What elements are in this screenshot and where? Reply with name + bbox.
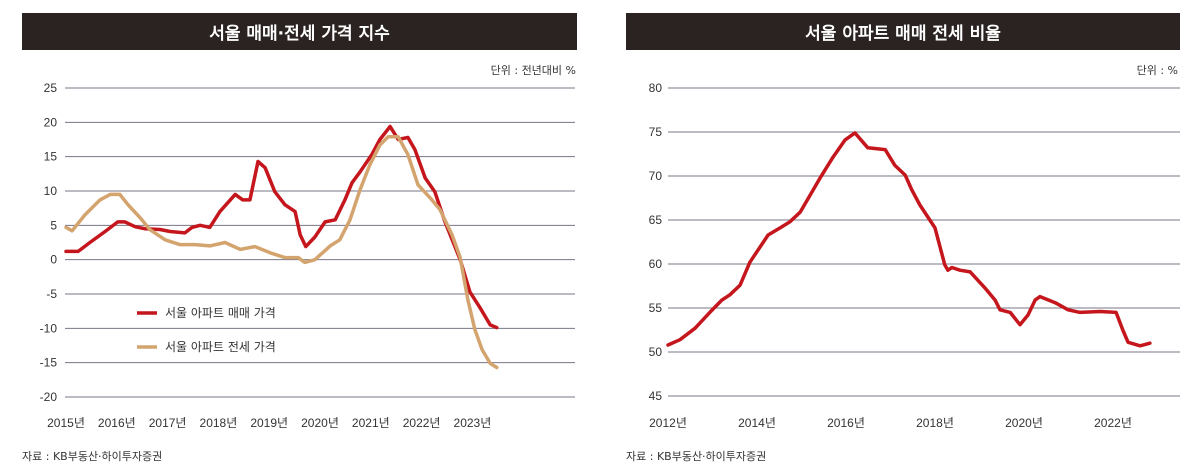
x-tick-label: 2021년 <box>352 416 390 430</box>
y-tick-label: 70 <box>649 169 663 183</box>
y-tick-label: 0 <box>50 253 57 267</box>
x-tick-label: 2012년 <box>649 416 687 430</box>
x-tick-label: 2017년 <box>149 416 187 430</box>
y-tick-label: -10 <box>40 321 58 335</box>
y-tick-label: 15 <box>44 150 58 164</box>
y-tick-label: 80 <box>649 81 663 95</box>
x-tick-label: 2016년 <box>827 416 865 430</box>
y-tick-label: -5 <box>46 287 57 301</box>
x-tick-label: 2022년 <box>1094 416 1132 430</box>
right-chart-title: 서울 아파트 매매 전세 비율 <box>626 13 1180 50</box>
y-tick-label: 5 <box>50 218 57 232</box>
y-tick-label: 55 <box>649 301 663 315</box>
y-tick-label: -15 <box>40 356 58 370</box>
legend: 서울 아파트 매매 가격 서울 아파트 전세 가격 <box>137 306 276 354</box>
y-tick-label: 10 <box>44 184 58 198</box>
left-source-note: 자료 : KB부동산·하이투자증권 <box>22 450 163 463</box>
right-chart: 80 75 70 65 60 55 50 45 2012년 2014년 2016년 2018년 2020… <box>649 81 1180 430</box>
series-line-1 <box>64 135 499 370</box>
left-chart-title: 서울 매매·전세 가격 지수 <box>22 13 577 50</box>
legend-label-jeonse: 서울 아파트 전세 가격 <box>165 340 276 354</box>
y-tick-label: 20 <box>44 115 58 129</box>
legend-label-sale: 서울 아파트 매매 가격 <box>165 306 276 320</box>
left-chart: 25 20 15 10 5 0 -5 -10 -15 -20 2015년 2016년 2017년 2018… <box>40 81 575 430</box>
x-tick-label: 2019년 <box>250 416 288 430</box>
x-tick-label: 2020년 <box>1005 416 1043 430</box>
y-tick-label: 60 <box>649 257 663 271</box>
x-tick-label: 2016년 <box>98 416 136 430</box>
left-unit-label: 단위 : 전년대비 % <box>490 64 576 77</box>
y-tick-label: 45 <box>649 389 663 403</box>
y-tick-label: 50 <box>649 345 663 359</box>
x-tick-label: 2018년 <box>200 416 238 430</box>
x-tick-label: 2023년 <box>454 416 492 430</box>
series-line-0 <box>666 131 1152 348</box>
y-tick-label: -20 <box>40 390 58 404</box>
x-tick-label: 2020년 <box>301 416 339 430</box>
x-tick-label: 2022년 <box>403 416 441 430</box>
x-tick-label: 2014년 <box>738 416 776 430</box>
y-tick-label: 75 <box>649 125 663 139</box>
y-tick-label: 25 <box>44 81 58 95</box>
x-tick-label: 2018년 <box>916 416 954 430</box>
x-tick-label: 2015년 <box>47 416 85 430</box>
right-unit-label: 단위 : % <box>1136 64 1178 77</box>
right-source-note: 자료 : KB부동산·하이투자증권 <box>626 450 767 463</box>
y-tick-label: 65 <box>649 213 663 227</box>
